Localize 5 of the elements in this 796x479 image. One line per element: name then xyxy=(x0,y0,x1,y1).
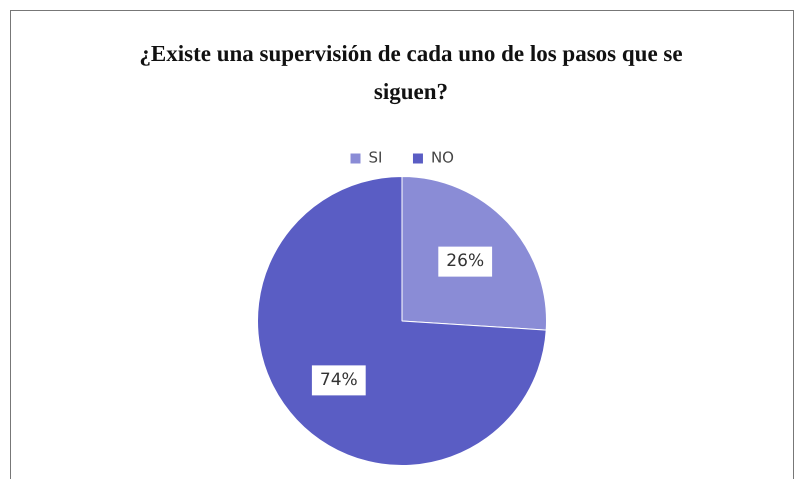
data-label: 74% xyxy=(320,370,358,390)
data-label: 26% xyxy=(446,251,484,272)
chart-title: ¿Existe una supervisión de cada uno de los pasos que se siguen? xyxy=(138,40,684,106)
legend-label: SI xyxy=(368,148,382,166)
legend-label: NO xyxy=(430,148,454,166)
